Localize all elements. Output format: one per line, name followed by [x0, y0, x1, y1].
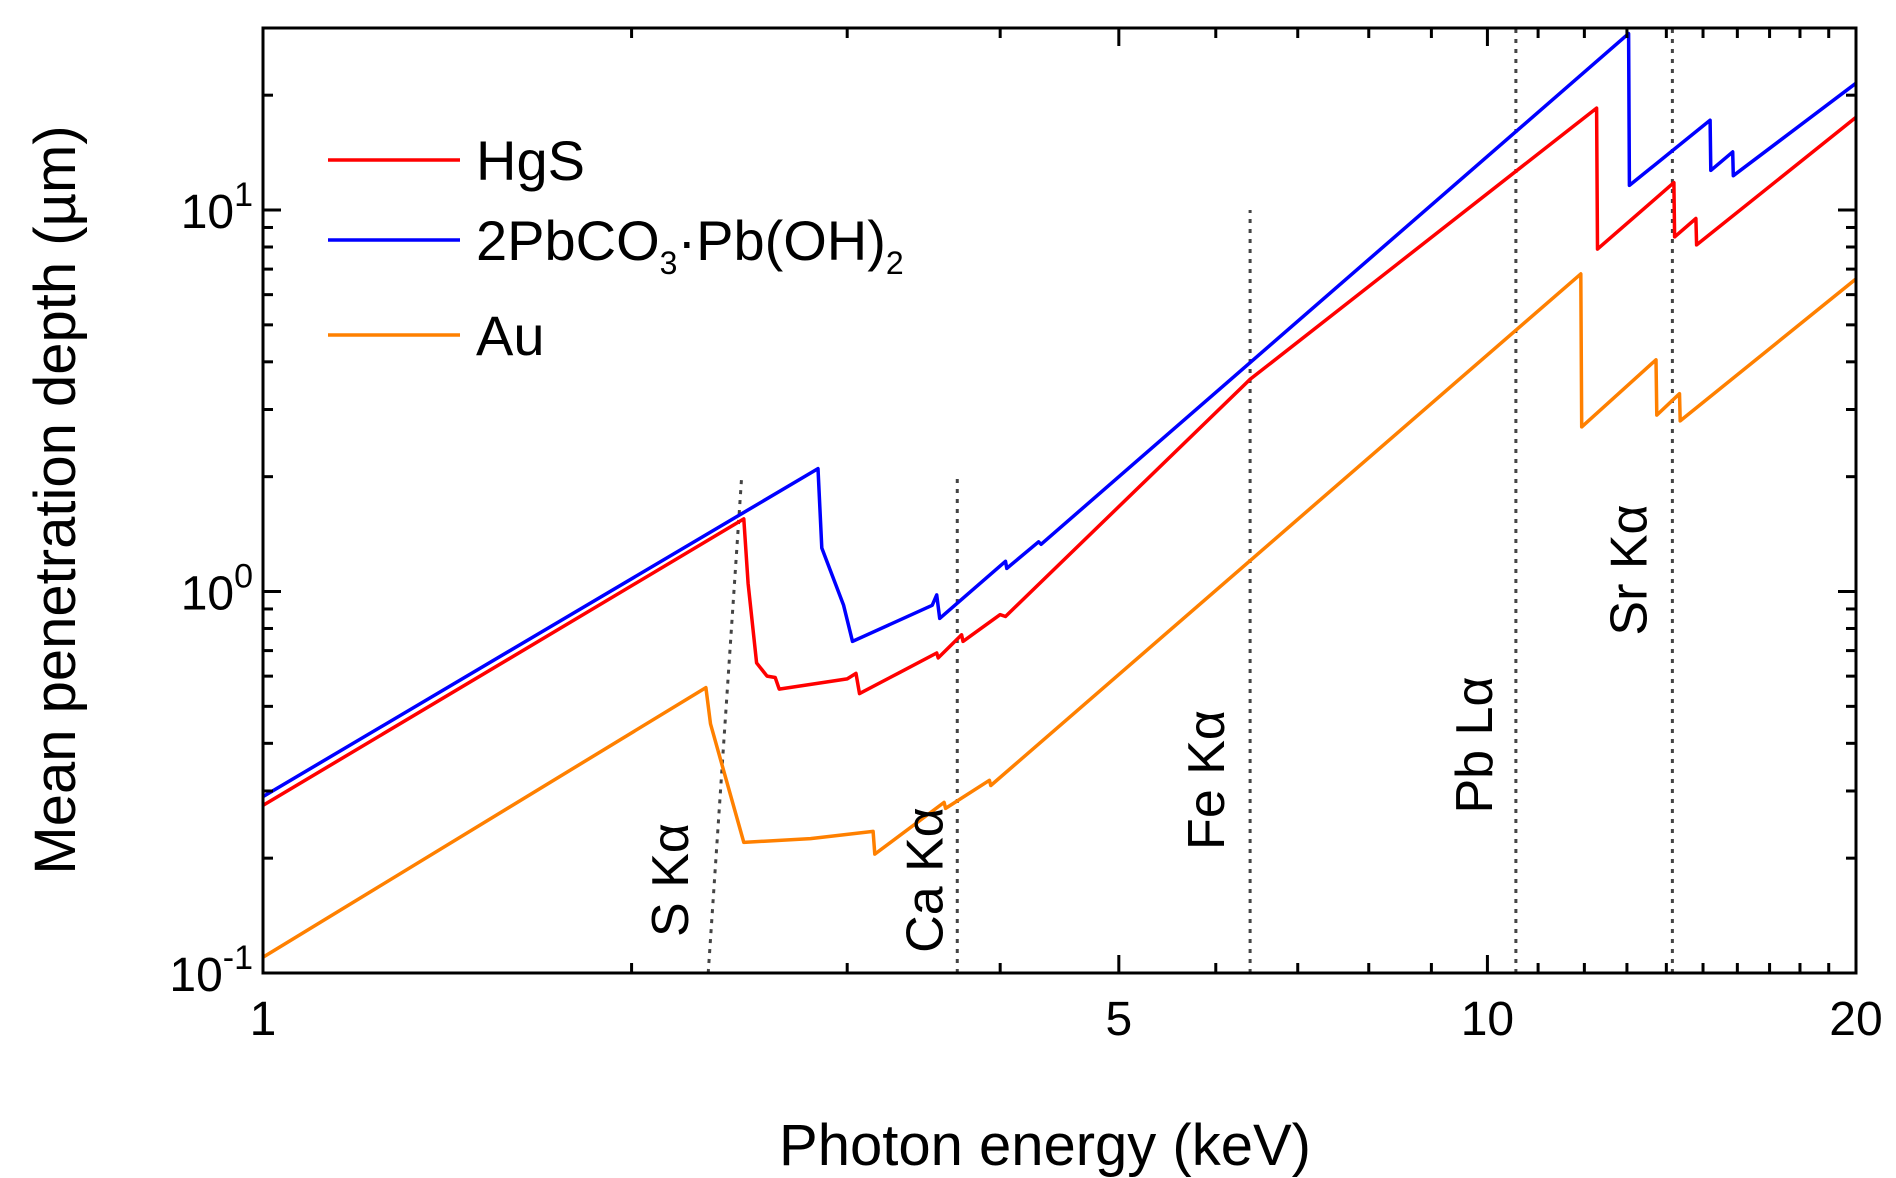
tick-labels-layer: 1 5 10 20 10-1 100 101	[169, 176, 1882, 1046]
x-axis-title: Photon energy (keV)	[779, 1113, 1311, 1178]
reference-line-labels-layer: S Kα Ca Kα Fe Kα Pb Lα Sr Kα	[642, 504, 1658, 952]
ticks-layer	[261, 26, 1858, 975]
y-tick-label: 10-1	[169, 939, 253, 1002]
series-line-1	[262, 31, 1858, 799]
legend-label-1: 2PbCO3·Pb(OH)2	[476, 209, 904, 281]
x-tick-label: 5	[1105, 993, 1132, 1046]
x-tick-label: 20	[1829, 993, 1882, 1046]
reference-lines-layer	[706, 28, 1674, 974]
x-tick-label: 10	[1461, 993, 1514, 1046]
reference-line-s-k	[706, 476, 744, 974]
reference-label-pb-l: Pb Lα	[1446, 676, 1504, 813]
y-tick-label: 100	[181, 558, 253, 621]
series-layer	[262, 31, 1858, 959]
y-tick-label: 101	[181, 176, 253, 239]
x-tick-label: 1	[250, 993, 277, 1046]
legend-label-2: Au	[476, 304, 545, 367]
reference-label-fe-k: Fe Kα	[1178, 710, 1236, 850]
legend: HgS 2PbCO3·Pb(OH)2 Au	[328, 129, 904, 367]
reference-label-ca-k: Ca Kα	[896, 807, 954, 953]
y-axis-title: Mean penetration depth (µm)	[23, 125, 88, 874]
legend-label-0: HgS	[476, 129, 585, 192]
series-line-0	[262, 106, 1858, 807]
reference-label-s-k: S Kα	[642, 823, 700, 937]
plot-frame	[261, 26, 1858, 975]
reference-label-sr-k: Sr Kα	[1600, 504, 1658, 635]
series-line-2	[262, 272, 1858, 959]
